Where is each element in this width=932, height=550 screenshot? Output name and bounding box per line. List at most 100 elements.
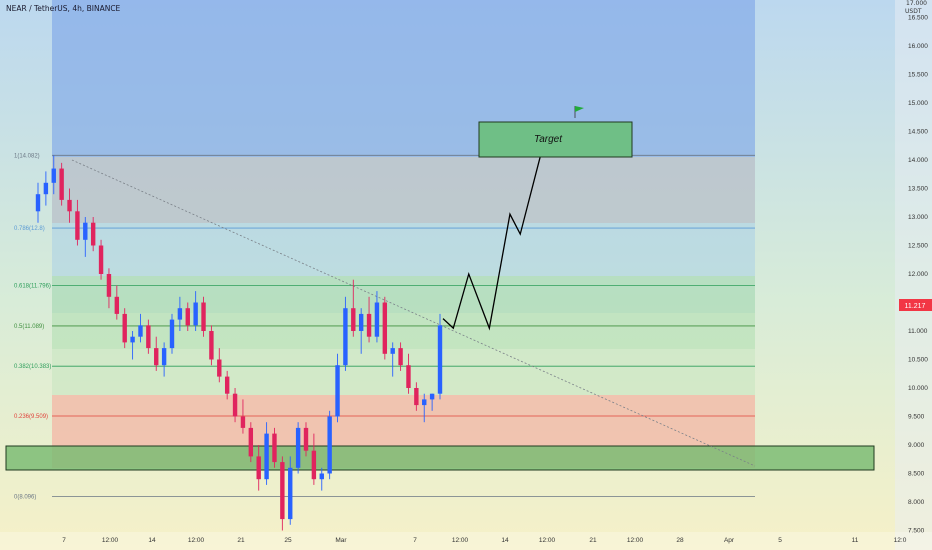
time-tick-4: 21 xyxy=(237,537,245,544)
candle-body xyxy=(398,348,403,366)
price-tick-15: 9.000 xyxy=(908,442,925,449)
candle-body xyxy=(83,222,88,240)
candle-body xyxy=(390,348,395,354)
candle-body xyxy=(114,296,120,314)
candle-body xyxy=(240,416,246,428)
time-tick-10: 12:00 xyxy=(539,537,556,544)
candle-body xyxy=(429,393,435,400)
candle-body xyxy=(382,302,388,354)
blue-shaded-zone xyxy=(52,0,755,157)
candle-body xyxy=(256,456,261,480)
candle-body xyxy=(59,168,64,200)
candle-body xyxy=(75,211,80,240)
time-axis[interactable]: 7 12:00 14 12:00 21 25 Mar 7 12:00 14 12:00 21 12:00… xyxy=(62,537,907,544)
price-tick-11: 11.000 xyxy=(908,328,928,335)
fib-label-0: 1(14.082) xyxy=(14,153,40,159)
time-tick-8: 12:00 xyxy=(452,537,469,544)
price-tick-5: 14.000 xyxy=(908,157,928,164)
target-box[interactable] xyxy=(478,121,633,158)
time-tick-14: Apr xyxy=(724,537,735,544)
candle-body xyxy=(358,313,364,331)
trend-line[interactable] xyxy=(71,159,756,467)
price-tick-17: 8.000 xyxy=(908,499,925,506)
price-tick-9: 12.000 xyxy=(908,271,928,278)
candle-body xyxy=(161,348,167,366)
candle-body xyxy=(35,194,41,212)
fib-band-3 xyxy=(52,276,755,313)
fib-label-5: 0.236(9.509) xyxy=(14,414,48,420)
candle-body xyxy=(327,416,332,474)
candle-body xyxy=(106,274,112,297)
projection-path[interactable] xyxy=(442,154,542,331)
fib-band-4 xyxy=(52,313,755,349)
price-tick-6: 13.500 xyxy=(908,186,928,193)
fib-lines: 1(14.082) 0.786(12.8) 0.618(11.796) 0.5(11.… xyxy=(14,153,755,501)
candle-body xyxy=(146,325,151,349)
price-unit: USDT xyxy=(905,8,922,15)
candle-body xyxy=(272,433,277,463)
candle-body xyxy=(366,313,372,337)
candle-body xyxy=(138,325,143,337)
candle-body xyxy=(288,467,293,520)
candle-body xyxy=(201,302,206,331)
time-tick-2: 14 xyxy=(148,537,156,544)
candle-body xyxy=(374,302,380,337)
candle-body xyxy=(437,325,443,394)
candle-body xyxy=(335,365,340,417)
fib-label-6: 0(8.096) xyxy=(14,495,36,501)
fib-label-1: 0.786(12.8) xyxy=(14,226,45,232)
fib-band-5 xyxy=(52,349,755,395)
chart-title: NEAR / TetherUS, 4h, BINANCE xyxy=(6,4,121,13)
candle-body xyxy=(43,182,49,195)
candle-body xyxy=(169,319,175,349)
time-tick-5: 25 xyxy=(284,537,292,544)
candle-body xyxy=(177,308,183,320)
fib-label-2: 0.618(11.796) xyxy=(14,284,51,290)
price-tick-4: 14.500 xyxy=(908,129,928,136)
time-tick-15: 5 xyxy=(778,537,782,544)
candle-body xyxy=(232,393,238,417)
time-tick-16: 11 xyxy=(852,537,859,544)
time-tick-0: 7 xyxy=(62,537,66,544)
time-tick-3: 12:00 xyxy=(188,537,205,544)
candle-body xyxy=(217,359,222,377)
time-tick-12: 12:00 xyxy=(627,537,644,544)
candle-body xyxy=(264,433,269,480)
candle-body xyxy=(98,245,104,274)
time-tick-9: 14 xyxy=(501,537,509,544)
target-label: Target xyxy=(534,134,563,145)
current-price-value: 11.217 xyxy=(905,303,926,310)
candle-body xyxy=(209,331,214,360)
candle-body xyxy=(67,199,72,212)
candles xyxy=(35,155,443,531)
candle-body xyxy=(343,308,348,366)
flag-icon xyxy=(575,106,584,112)
candle-body xyxy=(351,308,356,331)
price-tick-1: 16.000 xyxy=(908,43,928,50)
price-axis-bg xyxy=(895,0,932,550)
price-tick-7: 13.000 xyxy=(908,214,928,221)
fib-label-3: 0.5(11.089) xyxy=(14,324,44,330)
fib-band-1 xyxy=(52,157,755,223)
candle-body xyxy=(311,450,317,480)
price-tick-3: 15.000 xyxy=(908,100,928,107)
top-partial-tick: 17.000 xyxy=(906,0,927,7)
candle-body xyxy=(224,376,230,394)
candle-body xyxy=(303,427,309,451)
candle-body xyxy=(319,473,324,480)
price-tick-0: 16.500 xyxy=(908,15,928,22)
candle-body xyxy=(185,308,190,326)
time-tick-6: Mar xyxy=(335,537,347,544)
candle-body xyxy=(51,168,56,183)
support-zone[interactable] xyxy=(5,445,875,471)
candle-body xyxy=(295,427,301,468)
candle-body xyxy=(248,427,254,457)
fib-label-4: 0.382(10.383) xyxy=(14,364,51,370)
price-tick-14: 9.500 xyxy=(908,414,925,421)
candle-body xyxy=(414,388,419,406)
price-tick-2: 15.500 xyxy=(908,72,928,79)
candle-body xyxy=(193,302,198,326)
price-tick-13: 10.000 xyxy=(908,385,928,392)
